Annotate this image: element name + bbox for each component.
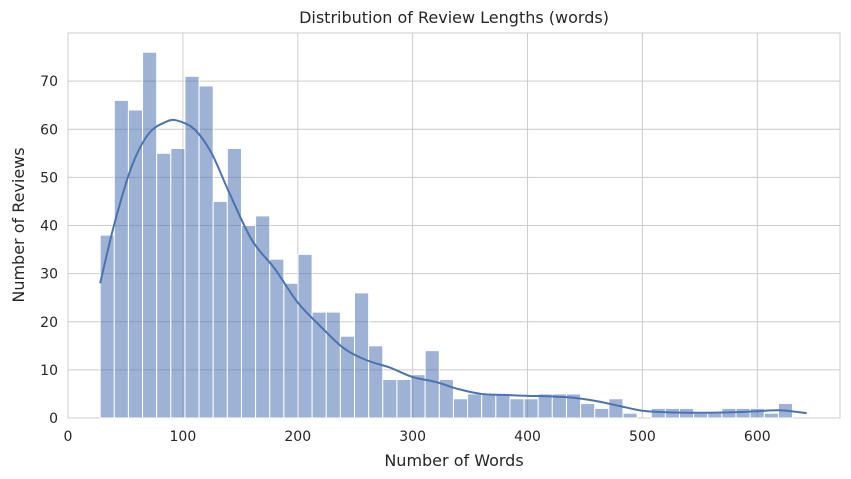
x-tick-label: 400 bbox=[514, 429, 541, 445]
x-tick-label: 300 bbox=[399, 429, 426, 445]
y-axis-ticks: 0 10 20 30 40 50 60 70 bbox=[40, 74, 58, 427]
y-tick-label: 40 bbox=[40, 219, 58, 235]
x-tick-label: 100 bbox=[170, 429, 197, 445]
kde-line bbox=[99, 118, 807, 415]
x-tick-label: 500 bbox=[629, 429, 656, 445]
histogram-bar bbox=[509, 398, 525, 419]
histogram-bar bbox=[212, 200, 228, 419]
histogram-bar bbox=[481, 393, 497, 419]
histogram-bar bbox=[650, 407, 666, 419]
histogram-bar bbox=[495, 393, 511, 419]
histogram-bar bbox=[424, 350, 440, 419]
x-axis-title: Number of Words bbox=[384, 451, 523, 470]
chart-title: Distribution of Review Lengths (words) bbox=[299, 8, 609, 27]
histogram-bar bbox=[693, 412, 709, 419]
histogram-bar bbox=[396, 379, 412, 419]
histogram-bar bbox=[763, 412, 779, 419]
x-tick-label: 0 bbox=[64, 429, 73, 445]
y-tick-label: 70 bbox=[40, 74, 58, 90]
histogram-bar bbox=[382, 379, 398, 419]
histogram-bar bbox=[156, 152, 172, 419]
x-axis-ticks: 0 100 200 300 400 500 600 bbox=[64, 429, 771, 445]
histogram-bar bbox=[142, 51, 158, 419]
histogram-bar bbox=[325, 311, 341, 419]
histogram-bar bbox=[269, 258, 285, 419]
histogram-bar bbox=[240, 225, 257, 419]
y-tick-label: 60 bbox=[40, 122, 58, 138]
histogram-bar bbox=[622, 412, 638, 419]
y-tick-label: 50 bbox=[40, 170, 58, 186]
histogram-bar bbox=[735, 407, 751, 419]
histogram-bar bbox=[226, 148, 242, 419]
histogram-bar bbox=[707, 412, 723, 419]
histogram-bar bbox=[608, 398, 624, 419]
histogram-bar bbox=[170, 148, 186, 419]
histogram-bar bbox=[580, 403, 596, 419]
histogram-bar bbox=[99, 234, 115, 419]
histogram-bar bbox=[523, 398, 539, 419]
x-tick-label: 200 bbox=[284, 429, 311, 445]
histogram-bar bbox=[452, 398, 469, 419]
y-tick-label: 0 bbox=[49, 411, 58, 427]
histogram-bar bbox=[368, 345, 384, 419]
histogram-bars bbox=[99, 51, 794, 419]
histogram-bar bbox=[537, 393, 553, 419]
histogram-bar bbox=[255, 215, 271, 419]
histogram-bar bbox=[594, 407, 610, 419]
y-tick-label: 30 bbox=[40, 267, 58, 283]
histogram-bar bbox=[297, 253, 313, 419]
y-axis-title: Number of Reviews bbox=[9, 147, 28, 302]
histogram-bar bbox=[467, 393, 483, 419]
y-tick-label: 20 bbox=[40, 315, 58, 331]
histogram-bar bbox=[113, 99, 129, 419]
x-tick-label: 600 bbox=[744, 429, 771, 445]
histogram-bar bbox=[283, 282, 299, 419]
y-tick-label: 10 bbox=[40, 363, 58, 379]
histogram-bar bbox=[311, 311, 327, 419]
histogram-bar bbox=[410, 374, 426, 419]
histogram-bar bbox=[749, 407, 765, 419]
